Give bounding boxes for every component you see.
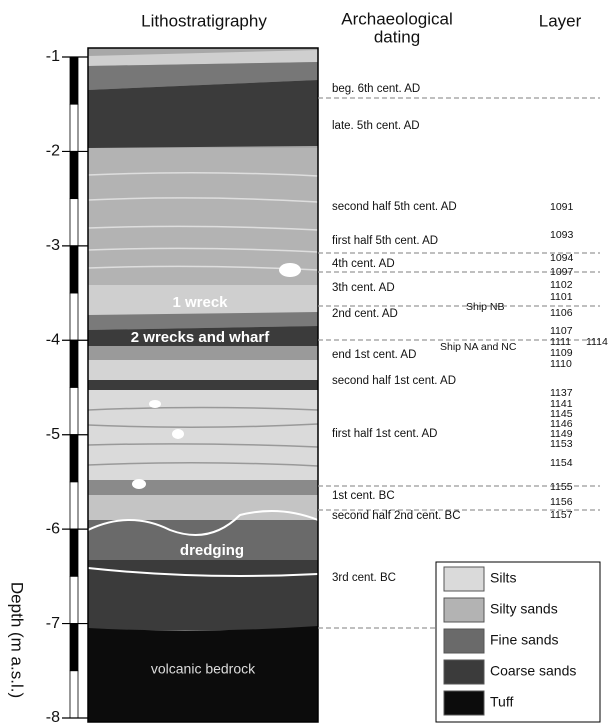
- layer-number: 1102: [550, 279, 573, 291]
- legend-label: Tuff: [490, 694, 513, 710]
- legend-label: Fine sands: [490, 632, 558, 648]
- layer-number: 1101: [550, 291, 573, 303]
- dating-label: second half 2nd cent. BC: [332, 510, 461, 522]
- clast: [279, 263, 301, 277]
- legend-label: Silty sands: [490, 601, 558, 617]
- layer-number: 1157: [550, 509, 573, 521]
- scale-segment: [70, 529, 78, 576]
- scale-segment: [70, 671, 78, 718]
- scale-segment: [70, 199, 78, 246]
- layer-number: 1155: [550, 481, 573, 493]
- layer-band: [88, 346, 318, 360]
- legend-swatch: [444, 629, 484, 653]
- axis-label: Depth (m a.s.l.): [8, 582, 27, 698]
- layer-band: [88, 80, 318, 148]
- layer-band: [88, 495, 318, 520]
- dating-label: second half 5th cent. AD: [332, 201, 457, 213]
- layer-number: 1093: [550, 229, 574, 241]
- header: Archaeological: [341, 9, 453, 28]
- dating-label: first half 1st cent. AD: [332, 428, 437, 440]
- tick-label: -2: [46, 143, 60, 160]
- layer-band: [88, 480, 318, 495]
- scale-segment: [70, 104, 78, 151]
- header: Layer: [539, 11, 582, 30]
- legend-swatch: [444, 660, 484, 684]
- tick-label: -3: [46, 237, 60, 254]
- clast: [172, 429, 184, 439]
- column-label: 2 wrecks and wharf: [131, 329, 270, 346]
- dating-label: 3th cent. AD: [332, 282, 395, 294]
- scale-segment: [70, 624, 78, 671]
- scale-segment: [70, 151, 78, 198]
- dating-label: 3rd cent. BC: [332, 572, 396, 584]
- layer-number: 1106: [550, 307, 573, 319]
- scale-segment: [70, 340, 78, 387]
- layer-number: 1097: [550, 266, 574, 278]
- tick-label: -6: [46, 520, 60, 537]
- tick-label: -4: [46, 332, 60, 349]
- scale-segment: [70, 482, 78, 529]
- layer-number: 1091: [550, 201, 574, 213]
- legend-label: Coarse sands: [490, 663, 576, 679]
- layer-band: [88, 380, 318, 390]
- layer-band: [88, 360, 318, 380]
- header: Lithostratigraphy: [141, 11, 267, 30]
- column-label: dredging: [180, 542, 244, 559]
- column-label: volcanic bedrock: [151, 661, 256, 677]
- layer-number: 1154: [550, 457, 573, 469]
- layer-number: 1110: [550, 358, 572, 370]
- layer-number: 1153: [550, 438, 573, 450]
- dating-label: 2nd cent. AD: [332, 308, 398, 320]
- tick-label: -8: [46, 709, 60, 726]
- scale-segment: [70, 57, 78, 104]
- tick-label: -5: [46, 426, 60, 443]
- legend-label: Silts: [490, 570, 516, 586]
- layer-band: [88, 390, 318, 480]
- scale-segment: [70, 576, 78, 623]
- dating-label: 4th cent. AD: [332, 258, 395, 270]
- dating-label: 1st cent. BC: [332, 490, 395, 502]
- dating-label: end 1st cent. AD: [332, 349, 416, 361]
- dating-label: late. 5th cent. AD: [332, 120, 420, 132]
- ship-label: Ship NA and NC: [440, 341, 517, 353]
- stratigraphy-figure: Lithostratigraphy Archaeological dating …: [0, 0, 612, 727]
- scale-segment: [70, 388, 78, 435]
- layer-number: 1094: [550, 252, 574, 264]
- dating-label: beg. 6th cent. AD: [332, 83, 420, 95]
- legend-swatch: [444, 691, 484, 715]
- legend-swatch: [444, 598, 484, 622]
- clast: [132, 479, 146, 489]
- dating-label: second half 1st cent. AD: [332, 375, 456, 387]
- dating-label: first half 5th cent. AD: [332, 235, 438, 247]
- ship-label: Ship NB: [466, 301, 505, 313]
- clast: [149, 400, 161, 408]
- scale-segment: [70, 435, 78, 482]
- legend-swatch: [444, 567, 484, 591]
- header: dating: [374, 27, 420, 46]
- layer-number: 1114: [586, 336, 608, 348]
- column-label: 1 wreck: [172, 294, 228, 311]
- tick-label: -1: [46, 48, 60, 65]
- column: [88, 48, 318, 722]
- scale-segment: [70, 293, 78, 340]
- scale-segment: [70, 246, 78, 293]
- layer-number: 1156: [550, 496, 573, 508]
- tick-label: -7: [46, 615, 60, 632]
